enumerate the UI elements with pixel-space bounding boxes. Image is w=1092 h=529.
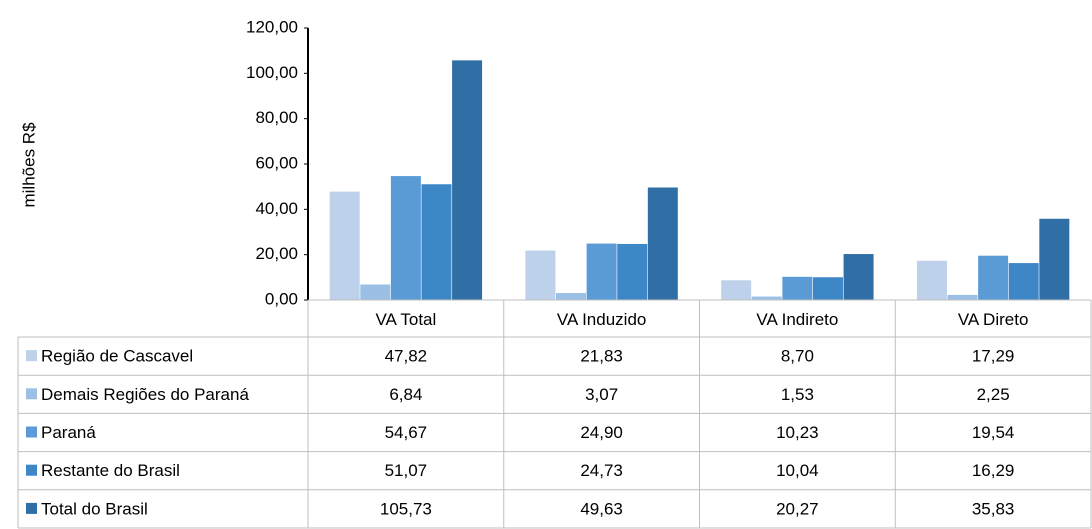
table-value: 24,90 [580, 423, 623, 442]
bar [617, 243, 648, 300]
legend-label: Restante do Brasil [41, 461, 180, 480]
table-value: 10,04 [776, 461, 819, 480]
bar [360, 284, 391, 300]
bar [947, 294, 978, 300]
bar [843, 254, 874, 300]
y-tick-label: 60,00 [255, 153, 298, 172]
bar [916, 260, 947, 300]
legend-key [26, 426, 37, 438]
table-value: 54,67 [385, 423, 428, 442]
x-tick-label: VA Indireto [756, 310, 838, 329]
table-value: 16,29 [972, 461, 1015, 480]
bar [1008, 263, 1039, 300]
bar [721, 280, 752, 300]
x-tick-label: VA Induzido [557, 310, 646, 329]
bar [329, 191, 360, 300]
legend-label: Total do Brasil [41, 499, 148, 518]
table-value: 3,07 [585, 385, 618, 404]
table-value: 105,73 [380, 499, 432, 518]
table-value: 24,73 [580, 461, 623, 480]
table-value: 51,07 [385, 461, 428, 480]
bar [525, 250, 556, 300]
x-tick-label: VA Total [375, 310, 436, 329]
legend-key [26, 388, 37, 400]
bar [556, 293, 587, 300]
y-tick-label: 20,00 [255, 244, 298, 263]
bar [1039, 218, 1070, 300]
legend-key [26, 502, 37, 514]
bar [751, 296, 782, 300]
table-value: 17,29 [972, 347, 1015, 366]
bar [782, 276, 813, 300]
table-value: 6,84 [389, 385, 422, 404]
y-tick-label: 120,00 [246, 17, 298, 36]
legend-key [26, 464, 37, 476]
table-value: 20,27 [776, 499, 819, 518]
table-value: 10,23 [776, 423, 819, 442]
table-value: 1,53 [781, 385, 814, 404]
x-tick-label: VA Direto [958, 310, 1029, 329]
table-value: 19,54 [972, 423, 1015, 442]
table-value: 35,83 [972, 499, 1015, 518]
bar [978, 255, 1009, 300]
bar [812, 277, 843, 300]
table-value: 47,82 [385, 347, 428, 366]
y-tick-label: 0,00 [265, 289, 298, 308]
bar [452, 60, 483, 300]
y-tick-label: 80,00 [255, 108, 298, 127]
bar [647, 187, 678, 300]
y-tick-label: 100,00 [246, 63, 298, 82]
table-value: 49,63 [580, 499, 623, 518]
legend-label: Demais Regiões do Paraná [41, 385, 249, 404]
table-value: 21,83 [580, 347, 623, 366]
bar [421, 184, 452, 300]
legend-label: Paraná [41, 423, 96, 442]
table-value: 2,25 [977, 385, 1010, 404]
bar [390, 176, 421, 300]
legend-key [26, 350, 37, 362]
y-tick-label: 40,00 [255, 199, 298, 218]
legend-label: Região de Cascavel [41, 347, 193, 366]
bar [586, 243, 617, 300]
table-value: 8,70 [781, 347, 814, 366]
y-axis-label: milhões R$ [19, 122, 38, 208]
